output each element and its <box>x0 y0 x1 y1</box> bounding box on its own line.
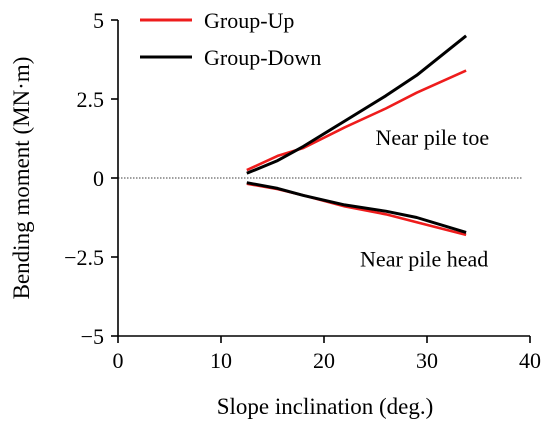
annotations: Near pile toe Near pile head <box>360 125 489 272</box>
y-tick-label: −5 <box>81 324 104 349</box>
y-axis-title: Bending moment (MN·m) <box>9 57 34 300</box>
y-tick-label: 5 <box>93 8 104 33</box>
x-tick-label: 10 <box>210 348 232 373</box>
x-tick-label: 40 <box>519 348 541 373</box>
series-line <box>246 69 467 172</box>
legend-label: Group-Down <box>204 45 321 70</box>
x-tick-label: 30 <box>416 348 438 373</box>
chart-annotation: Near pile head <box>360 246 488 271</box>
y-tick-label: 2.5 <box>77 87 105 112</box>
x-tick-label: 20 <box>313 348 335 373</box>
x-tick-label: 0 <box>113 348 124 373</box>
x-axis-title: Slope inclination (deg.) <box>217 394 434 419</box>
series-line <box>246 181 467 234</box>
y-tick-label: −2.5 <box>64 245 104 270</box>
chart-annotation: Near pile toe <box>376 125 490 150</box>
y-tick-label: 0 <box>93 166 104 191</box>
series-layer <box>246 34 468 237</box>
legend-label: Group-Up <box>204 8 294 33</box>
axes: 0 10 20 30 40 −5 −2.5 0 2.5 5 <box>64 8 541 373</box>
legend: Group-Up Group-Down <box>140 8 321 70</box>
series-line <box>246 182 467 237</box>
